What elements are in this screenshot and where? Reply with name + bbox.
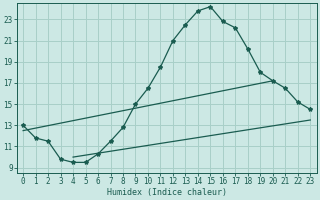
X-axis label: Humidex (Indice chaleur): Humidex (Indice chaleur) [107,188,227,197]
